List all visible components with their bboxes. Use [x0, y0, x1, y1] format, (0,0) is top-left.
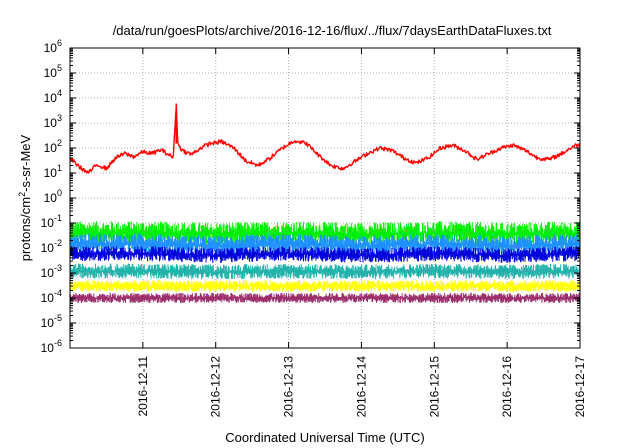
- y-tick-label: 103: [44, 113, 62, 130]
- y-tick-label: 10-4: [41, 288, 62, 305]
- x-tick-label: 2016-12-12: [209, 356, 223, 418]
- series-band-2: [70, 246, 580, 263]
- x-tick-label: 2016-12-15: [427, 356, 441, 418]
- y-tick-label: 106: [44, 38, 62, 55]
- y-axis-label: protons/cm2-s-sr-MeV: [17, 134, 33, 261]
- x-tick-label: 2016-12-16: [500, 356, 514, 418]
- x-tick-label: 2016-12-14: [354, 356, 368, 418]
- series-band-0: [70, 221, 580, 247]
- y-tick-label: 101: [44, 163, 62, 180]
- y-tick-label: 10-1: [41, 213, 62, 230]
- grid-lines: [70, 48, 580, 348]
- y-tick-label: 102: [44, 138, 62, 155]
- x-tick-label: 2016-12-13: [282, 356, 296, 418]
- series-line-0: [70, 105, 580, 174]
- x-tick-label: 2016-12-17: [573, 356, 587, 418]
- x-tick-label: 2016-12-11: [136, 356, 150, 417]
- y-tick-label: 100: [44, 188, 62, 205]
- x-axis-label: Coordinated Universal Time (UTC): [225, 430, 424, 445]
- y-axis-label-sup: 2: [17, 192, 27, 197]
- y-tick-label: 10-6: [41, 338, 62, 355]
- y-axis-label-pre: protons/cm: [18, 197, 33, 261]
- y-tick-label: 105: [44, 63, 62, 80]
- series-band-3: [70, 263, 580, 280]
- y-tick-label: 10-5: [41, 313, 62, 330]
- series-band-5: [70, 292, 580, 304]
- chart-title: /data/run/goesPlots/archive/2016-12-16/f…: [113, 23, 552, 38]
- y-axis-label-post: -s-sr-MeV: [18, 134, 33, 191]
- series-band-4: [70, 280, 580, 292]
- y-tick-label: 10-2: [41, 238, 62, 255]
- y-axis-ticks: 10-6 10-5 10-4 10-3 10-2 10-1 100 101 102 103 104 1…: [41, 38, 580, 355]
- y-tick-label: 10-3: [41, 263, 62, 280]
- x-axis-ticks: 2016-12-11 2016-12-12 2016-12-13 2016-12-14…: [136, 48, 587, 417]
- series-layer: [70, 103, 580, 304]
- y-tick-label: 104: [44, 88, 62, 105]
